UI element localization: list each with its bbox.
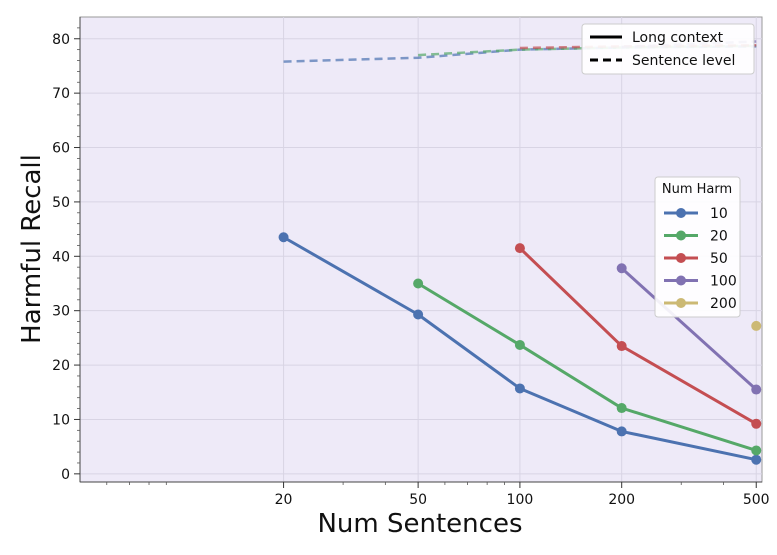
legend-label-100: 100 [710,274,737,290]
data-point-20 [751,445,762,456]
legend-label-50: 50 [710,251,728,267]
x-axis: 20 50 100 200 500 [80,481,770,508]
legend-num-harm-title: Num Harm [662,182,732,197]
legend-marker-100 [676,275,686,286]
y-tick-label: 40 [52,249,70,265]
x-tick-label: 100 [507,492,534,508]
x-tick-label: 500 [743,492,770,508]
data-point-10 [751,454,762,465]
legend-marker-200 [676,298,686,308]
legend-style: Long context Sentence level [581,23,755,75]
data-point-50 [616,341,627,352]
legend-label-20: 20 [710,229,728,245]
long-context-line-100 [620,267,758,391]
y-tick-label: 50 [52,195,70,211]
data-point-100 [751,384,762,395]
y-tick-label: 0 [61,467,70,483]
data-point-200 [751,320,762,331]
data-point-20 [616,403,627,414]
legend-label-10: 10 [710,206,728,222]
x-axis-title: Num Sentences [317,509,522,539]
data-point-20 [514,339,525,350]
y-tick-label: 10 [52,412,70,428]
data-point-50 [751,418,762,429]
x-tick-label: 200 [608,492,635,508]
y-axis-title: Harmful Recall [17,154,47,344]
data-point-50 [514,243,525,254]
plot-area [79,16,763,483]
legend-style-label: Long context [632,30,724,46]
data-point-100 [616,263,627,274]
legend-style-box [581,23,755,75]
sentence-level-line-50 [519,44,757,50]
legend-label-200: 200 [710,296,737,312]
data-point-10 [413,309,424,320]
data-point-10 [616,426,627,437]
x-tick-label: 20 [275,492,293,508]
legend-marker-50 [676,253,686,263]
series-points [278,232,762,465]
x-tick-label: 50 [409,492,427,508]
y-tick-label: 20 [52,358,70,374]
legend-style-label: Sentence level [632,53,735,69]
legend-num-harm: Num Harm 10 20 50 100 200 [654,176,741,318]
data-point-10 [514,383,525,394]
data-point-10 [278,232,289,243]
data-point-20 [413,278,424,289]
y-tick-label: 80 [52,32,70,48]
y-axis: 0 10 20 30 40 50 60 70 80 [52,17,81,483]
y-tick-label: 60 [52,141,70,157]
y-tick-label: 30 [52,304,70,320]
y-tick-label: 70 [52,86,70,102]
grid [80,17,762,482]
legend-marker-10 [676,208,686,218]
long-context-line-20 [417,282,757,452]
legend-marker-20 [676,230,686,241]
